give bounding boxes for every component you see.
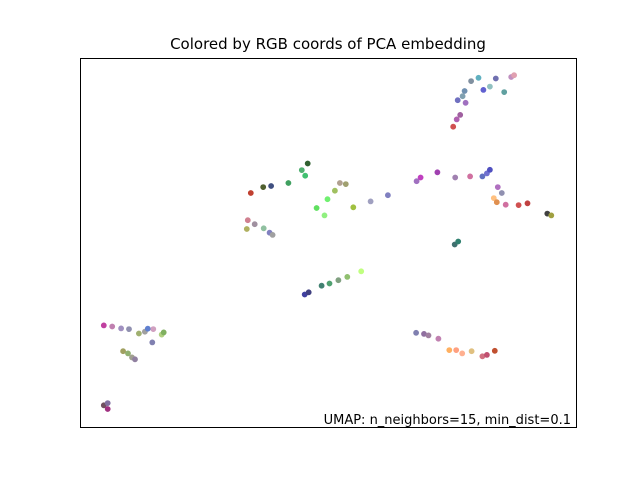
scatter-point-0 [100, 322, 107, 329]
scatter-point-91 [491, 347, 498, 354]
scatter-point-88 [468, 348, 475, 355]
scatter-point-43 [326, 280, 333, 287]
scatter-point-81 [413, 329, 419, 336]
scatter-point-57 [490, 195, 497, 201]
scatter-point-52 [479, 173, 486, 180]
scatter-point-75 [459, 93, 466, 100]
scatter-point-42 [318, 282, 325, 289]
scatter-point-9 [160, 329, 167, 336]
scatter-point-59 [502, 201, 509, 208]
scatter-point-34 [336, 180, 343, 186]
scatter-points [100, 72, 555, 412]
scatter-point-68 [486, 83, 493, 90]
scatter-point-87 [459, 350, 466, 357]
scatter-point-41 [305, 289, 312, 296]
scatter-point-22 [298, 167, 305, 173]
scatter-point-20 [268, 183, 274, 189]
scatter-point-7 [150, 326, 157, 332]
scatter-point-86 [453, 347, 460, 353]
scatter-point-11 [120, 348, 126, 355]
scatter-point-4 [135, 330, 142, 337]
scatter-point-48 [417, 174, 424, 181]
scatter-point-84 [435, 335, 442, 342]
scatter-point-50 [452, 174, 459, 181]
scatter-point-18 [247, 190, 254, 196]
scatter-point-67 [475, 74, 482, 81]
scatter-point-27 [243, 226, 250, 232]
scatter-point-55 [494, 184, 501, 190]
scatter-point-31 [313, 205, 320, 211]
scatter-point-49 [434, 169, 441, 176]
scatter-point-12 [125, 350, 131, 357]
scatter-point-90 [483, 351, 490, 358]
scatter-point-80 [450, 123, 457, 130]
scatter-point-74 [461, 88, 468, 94]
scatter-point-38 [367, 198, 374, 205]
scatter-point-83 [425, 332, 432, 339]
scatter-point-24 [304, 160, 311, 167]
scatter-point-60 [515, 202, 522, 208]
scatter-point-30 [269, 231, 276, 238]
scatter-point-35 [342, 181, 349, 187]
scatter-point-79 [453, 116, 460, 123]
scatter-point-73 [480, 87, 487, 93]
scatter-point-14 [132, 356, 138, 363]
scatter-point-32 [324, 196, 331, 203]
umap-parameters-annotation: UMAP: n_neighbors=15, min_dist=0.1 [324, 413, 571, 428]
scatter-point-37 [350, 204, 357, 211]
scatter-point-1 [109, 323, 116, 330]
scatter-point-56 [498, 190, 505, 196]
scatter-point-19 [260, 184, 267, 190]
scatter-point-39 [384, 192, 391, 199]
scatter-point-54 [486, 166, 493, 173]
scatter-point-26 [251, 221, 258, 228]
scatter-point-28 [260, 225, 267, 232]
scatter-point-33 [331, 187, 338, 194]
scatter-point-78 [457, 112, 464, 118]
chart-title: Colored by RGB coords of PCA embedding [170, 35, 486, 53]
scatter-point-47 [413, 178, 420, 185]
scatter-point-36 [321, 212, 328, 219]
scatter-point-76 [454, 97, 461, 104]
scatter-point-58 [493, 199, 500, 206]
scatter-point-21 [285, 180, 292, 186]
scatter-point-71 [511, 72, 517, 79]
scatter-point-17 [104, 406, 111, 412]
scatter-point-61 [524, 200, 531, 207]
scatter-point-65 [455, 238, 462, 245]
scatter-point-66 [468, 78, 474, 84]
scatter-point-16 [104, 400, 111, 406]
scatter-point-23 [302, 172, 309, 179]
scatter-point-72 [501, 89, 508, 95]
scatter-point-51 [467, 173, 473, 180]
scatter-point-63 [548, 212, 555, 219]
scatter-point-25 [244, 217, 251, 224]
scatter-point-3 [126, 326, 132, 332]
scatter-point-44 [335, 277, 342, 284]
scatter-point-85 [446, 347, 453, 353]
scatter-point-45 [344, 273, 351, 280]
scatter-point-2 [118, 325, 124, 332]
plot-area [80, 58, 577, 428]
scatter-point-6 [144, 325, 151, 332]
scatter-point-10 [149, 339, 156, 346]
scatter-point-77 [462, 99, 469, 106]
scatter-point-69 [492, 75, 499, 82]
scatter-point-46 [358, 268, 365, 275]
